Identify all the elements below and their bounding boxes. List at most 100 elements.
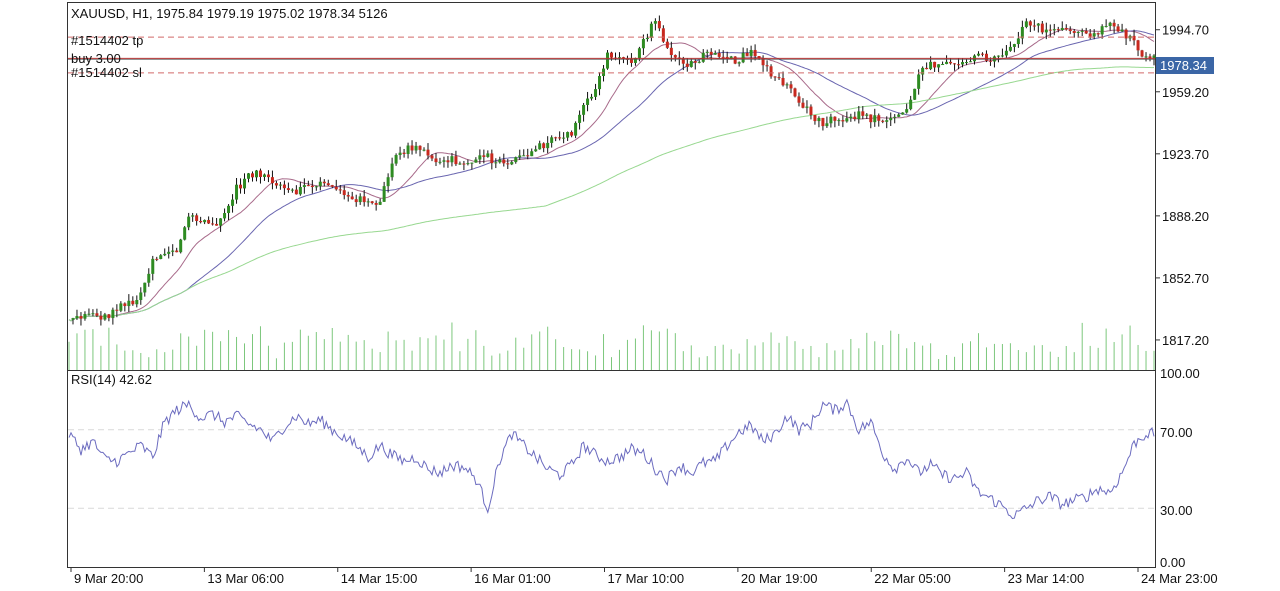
candle-body[interactable] xyxy=(474,159,478,163)
candle-body[interactable] xyxy=(845,118,849,122)
candle-body[interactable] xyxy=(645,37,649,40)
candle-body[interactable] xyxy=(996,55,1000,57)
candle-body[interactable] xyxy=(909,99,913,110)
candle-body[interactable] xyxy=(813,114,817,122)
candle-body[interactable] xyxy=(1116,26,1120,32)
candle-body[interactable] xyxy=(1104,26,1108,28)
candle-body[interactable] xyxy=(917,74,921,89)
candle-body[interactable] xyxy=(350,196,354,200)
candle-body[interactable] xyxy=(649,23,653,38)
candle-body[interactable] xyxy=(737,62,741,64)
candle-body[interactable] xyxy=(498,159,502,163)
candle-body[interactable] xyxy=(745,52,749,56)
candle-body[interactable] xyxy=(669,47,673,56)
candle-body[interactable] xyxy=(219,218,223,226)
candle-body[interactable] xyxy=(594,89,598,97)
candle-body[interactable] xyxy=(151,258,155,274)
candle-body[interactable] xyxy=(426,149,430,156)
candle-body[interactable] xyxy=(709,51,713,55)
candle-body[interactable] xyxy=(518,155,522,158)
candle-body[interactable] xyxy=(422,149,426,151)
candle-body[interactable] xyxy=(1132,35,1136,41)
candle-body[interactable] xyxy=(1024,21,1028,27)
candle-body[interactable] xyxy=(298,187,302,195)
candle-body[interactable] xyxy=(274,183,278,186)
order-levels[interactable] xyxy=(68,36,1155,74)
candle-body[interactable] xyxy=(761,58,765,66)
candle-body[interactable] xyxy=(290,189,294,191)
candlestick-series[interactable] xyxy=(71,15,1156,326)
candle-body[interactable] xyxy=(187,216,191,228)
candle-body[interactable] xyxy=(554,137,558,139)
candle-body[interactable] xyxy=(741,52,745,63)
candle-body[interactable] xyxy=(590,96,594,99)
candle-body[interactable] xyxy=(79,316,83,319)
candle-body[interactable] xyxy=(753,49,757,57)
candle-body[interactable] xyxy=(235,184,239,200)
candle-body[interactable] xyxy=(362,196,366,203)
candle-body[interactable] xyxy=(302,185,306,188)
candle-body[interactable] xyxy=(434,158,438,163)
candle-body[interactable] xyxy=(262,174,266,177)
candle-body[interactable] xyxy=(227,205,231,214)
candle-body[interactable] xyxy=(901,112,905,115)
candle-body[interactable] xyxy=(450,156,454,163)
candle-body[interactable] xyxy=(502,159,506,164)
candle-body[interactable] xyxy=(969,61,973,63)
candle-body[interactable] xyxy=(789,84,793,89)
candle-body[interactable] xyxy=(506,163,510,165)
candle-body[interactable] xyxy=(809,106,813,115)
candle-body[interactable] xyxy=(147,273,151,283)
candle-body[interactable] xyxy=(107,314,111,319)
candle-body[interactable] xyxy=(937,64,941,68)
candle-body[interactable] xyxy=(797,96,801,103)
candle-body[interactable] xyxy=(330,185,334,187)
candle-body[interactable] xyxy=(578,114,582,123)
candle-body[interactable] xyxy=(1044,29,1048,33)
candle-body[interactable] xyxy=(606,52,610,69)
candle-body[interactable] xyxy=(1048,29,1052,31)
candle-body[interactable] xyxy=(988,60,992,62)
candle-body[interactable] xyxy=(733,56,737,64)
candle-body[interactable] xyxy=(777,77,781,79)
candle-body[interactable] xyxy=(949,61,953,64)
candle-body[interactable] xyxy=(933,61,937,68)
candle-body[interactable] xyxy=(490,153,494,164)
candle-body[interactable] xyxy=(873,115,877,123)
sl-order-label[interactable]: #1514402 sl xyxy=(71,65,142,80)
candle-body[interactable] xyxy=(833,116,837,121)
candle-body[interactable] xyxy=(386,177,390,187)
candle-body[interactable] xyxy=(183,227,187,240)
candle-body[interactable] xyxy=(314,186,318,188)
candle-body[interactable] xyxy=(1120,29,1124,32)
candle-body[interactable] xyxy=(1140,50,1144,57)
tp-order-label[interactable]: #1514402 tp xyxy=(71,33,143,48)
candle-body[interactable] xyxy=(231,199,235,206)
candle-body[interactable] xyxy=(953,63,957,65)
candle-body[interactable] xyxy=(1072,31,1076,33)
candle-body[interactable] xyxy=(821,117,825,127)
candle-body[interactable] xyxy=(661,28,665,42)
candle-body[interactable] xyxy=(877,115,881,121)
candle-body[interactable] xyxy=(1152,55,1156,59)
candle-body[interactable] xyxy=(757,56,761,59)
candle-body[interactable] xyxy=(510,162,514,165)
candle-body[interactable] xyxy=(1084,30,1088,34)
candle-body[interactable] xyxy=(171,250,175,252)
candle-body[interactable] xyxy=(1016,38,1020,45)
candle-body[interactable] xyxy=(1032,25,1036,27)
candle-body[interactable] xyxy=(582,104,586,115)
candle-body[interactable] xyxy=(657,21,661,29)
candle-body[interactable] xyxy=(1108,22,1112,27)
candle-body[interactable] xyxy=(115,309,119,311)
candle-body[interactable] xyxy=(869,114,873,123)
candle-body[interactable] xyxy=(749,49,753,56)
candle-body[interactable] xyxy=(1092,33,1096,37)
candle-body[interactable] xyxy=(175,250,179,253)
candle-body[interactable] xyxy=(817,117,821,122)
candle-body[interactable] xyxy=(1020,26,1024,39)
candle-body[interactable] xyxy=(633,58,637,63)
candle-body[interactable] xyxy=(781,77,785,86)
candle-body[interactable] xyxy=(1068,29,1072,32)
